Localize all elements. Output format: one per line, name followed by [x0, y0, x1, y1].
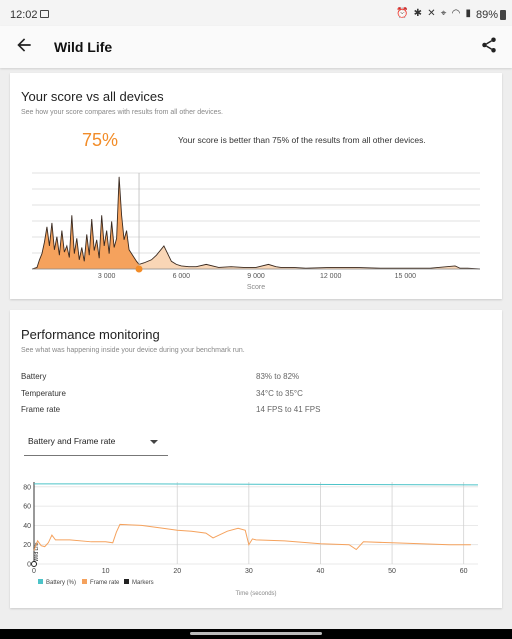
home-gesture-handle[interactable]	[190, 632, 322, 635]
status-icons: ⏰ ✱ ✕ ⌖ ◠ ▮	[396, 8, 472, 19]
status-time: 12:02	[10, 9, 38, 21]
x-tick-label: 9 000	[247, 273, 265, 280]
legend-label: Frame rate	[90, 580, 120, 586]
x-tick-label: 20	[173, 568, 181, 575]
percentile-value: 75%	[82, 130, 119, 150]
battery-level: 89%	[475, 9, 498, 21]
y-tick-label: 20	[23, 542, 31, 549]
battery-icon	[500, 10, 506, 20]
x-tick-label: 15 000	[395, 273, 417, 280]
framerate-value: 14 FPS to 41 FPS	[256, 405, 321, 414]
x-tick-label: 6 000	[173, 273, 191, 280]
legend-label: Battery (%)	[46, 580, 76, 586]
battery-label: Battery	[21, 372, 47, 381]
x-axis-title: Time (seconds)	[235, 591, 276, 597]
score-comparison-card: Your score vs all devices See how your s…	[10, 73, 502, 299]
score-card-subtitle: See how your score compares with results…	[21, 109, 223, 116]
score-distribution-chart: 3 000 6 000 9 000 12 000 15 000 Score	[31, 172, 481, 291]
gallery-notification-icon	[40, 10, 49, 18]
x-tick-label: 50	[388, 568, 396, 575]
y-tick-label: 40	[23, 523, 31, 530]
perf-card-subtitle: See what was happening inside your devic…	[21, 347, 245, 354]
marker-label: Wild Life	[34, 542, 40, 561]
temperature-value: 34°C to 35°C	[256, 389, 303, 398]
score-card-title: Your score vs all devices	[21, 89, 164, 104]
arrow-left-icon[interactable]	[14, 35, 34, 55]
legend-swatch	[124, 579, 129, 584]
dropdown-selected-value: Battery and Frame rate	[28, 436, 116, 446]
page-title: Wild Life	[54, 39, 113, 55]
x-tick-label: 10	[102, 568, 110, 575]
x-tick-label: 30	[245, 568, 253, 575]
above-score-area	[139, 245, 480, 269]
performance-monitoring-card: Performance monitoring See what was happ…	[10, 310, 502, 608]
navigation-bar	[0, 629, 512, 639]
app-bar: Wild Life	[0, 26, 512, 68]
below-score-area	[32, 176, 140, 269]
x-axis-title: Score	[247, 284, 265, 291]
share-icon[interactable]	[480, 36, 498, 54]
x-tick-label: 12 000	[320, 273, 342, 280]
distribution-line	[31, 176, 481, 270]
chart-metric-dropdown[interactable]: Battery and Frame rate	[24, 428, 168, 456]
perf-card-title: Performance monitoring	[21, 327, 160, 342]
x-tick-label: 60	[460, 568, 468, 575]
temperature-label: Temperature	[21, 389, 66, 398]
x-tick-label: 40	[317, 568, 325, 575]
legend-swatch	[38, 579, 43, 584]
y-tick-label: 80	[23, 484, 31, 491]
x-tick-label: 3 000	[98, 273, 116, 280]
user-score-marker	[135, 265, 143, 273]
framerate-label: Frame rate	[21, 405, 61, 414]
y-tick-label: 0	[27, 562, 31, 569]
status-bar: 12:02 ⏰ ✱ ✕ ⌖ ◠ ▮ 89%	[0, 0, 512, 26]
caret-down-icon	[150, 440, 158, 444]
battery-series-line	[34, 483, 479, 486]
start-marker-dot	[31, 561, 37, 567]
y-tick-label: 60	[23, 504, 31, 511]
battery-value: 83% to 82%	[256, 372, 300, 381]
percentile-description: Your score is better than 75% of the res…	[178, 135, 426, 145]
legend-label: Markers	[132, 580, 154, 586]
x-tick-label: 0	[32, 568, 36, 575]
framerate-series-line	[33, 523, 471, 551]
legend-swatch	[82, 579, 87, 584]
